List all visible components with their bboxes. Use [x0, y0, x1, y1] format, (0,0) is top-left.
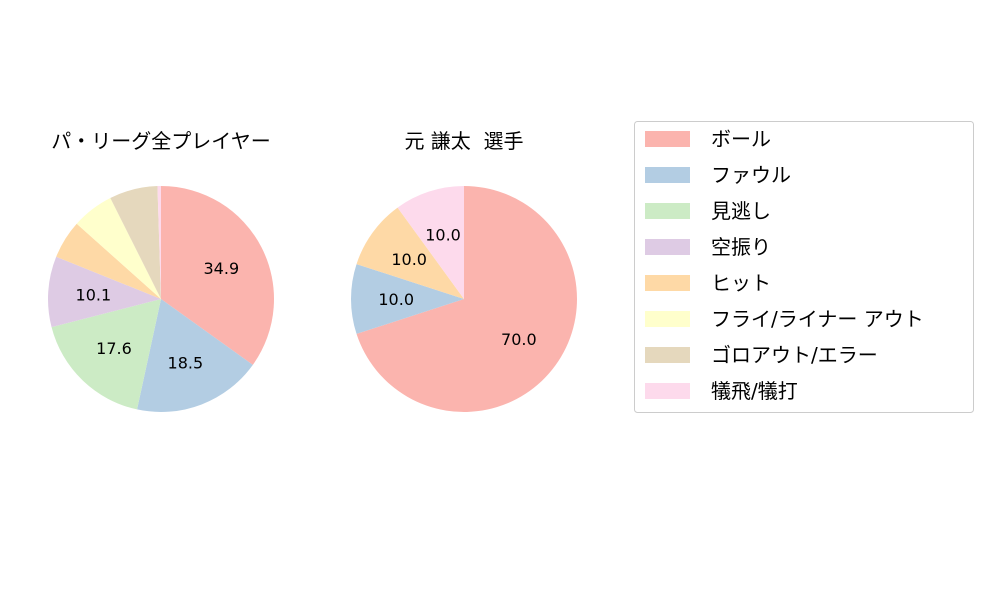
pie-slice — [76, 197, 161, 299]
slice-value-label: 18.5 — [168, 353, 204, 372]
legend-swatch — [645, 383, 690, 399]
slice-value-label: 34.9 — [204, 259, 240, 278]
slice-value-label: 70.0 — [501, 330, 537, 349]
pie-slice — [157, 186, 161, 299]
pie-slice — [47, 256, 161, 328]
pie-slice — [161, 186, 275, 365]
legend-frame — [634, 121, 974, 413]
legend-swatch — [645, 347, 690, 363]
legend-label: ボール — [711, 127, 771, 151]
legend-swatch — [645, 203, 690, 219]
legend-swatch — [645, 131, 690, 147]
slice-value-label: 10.0 — [391, 250, 427, 269]
slice-value-label: 17.6 — [96, 339, 132, 358]
legend-label: ファウル — [711, 163, 791, 187]
legend-swatch — [645, 167, 690, 183]
pie-slice — [397, 186, 464, 299]
legend-label: 犠飛/犠打 — [711, 379, 798, 403]
pie-slice — [137, 299, 253, 413]
legend-label: フライ/ライナー アウト — [711, 307, 924, 331]
slice-value-label: 10.0 — [378, 290, 414, 309]
pie-chart-league: パ・リーグ全プレイヤー 34.9 18.5 17.6 10.1 — [47, 129, 275, 413]
legend-label: 見逃し — [711, 199, 771, 223]
pie-slice — [356, 207, 464, 299]
slice-value-label: 10.0 — [425, 226, 461, 245]
pie-title-league: パ・リーグ全プレイヤー — [51, 129, 270, 153]
pie-title-player: 元 謙太 選手 — [404, 129, 523, 153]
pie-slice — [110, 186, 161, 299]
pie-slice — [351, 264, 464, 334]
pie-slice — [356, 186, 577, 412]
legend-label: ヒット — [711, 271, 771, 295]
legend-swatch — [645, 239, 690, 255]
pie-chart-player: 元 謙太 選手 70.0 10.0 10.0 10.0 — [351, 129, 577, 412]
pie-slice — [56, 223, 161, 299]
pie-slice — [51, 299, 161, 410]
legend-label: 空振り — [711, 235, 771, 259]
legend-label: ゴロアウト/エラー — [711, 343, 878, 367]
legend-swatch — [645, 275, 690, 291]
legend-swatch — [645, 311, 690, 327]
slice-value-label: 10.1 — [76, 286, 112, 305]
